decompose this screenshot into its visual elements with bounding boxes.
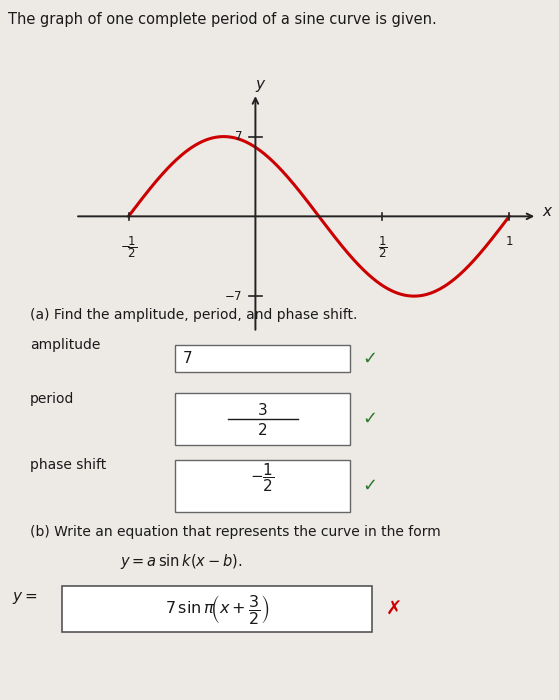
Text: $-\!\dfrac{1}{2}$: $-\!\dfrac{1}{2}$ bbox=[120, 234, 137, 260]
Text: ✗: ✗ bbox=[386, 599, 402, 619]
Text: amplitude: amplitude bbox=[30, 338, 101, 352]
Text: $1$: $1$ bbox=[505, 234, 513, 248]
Text: y: y bbox=[255, 77, 264, 92]
Text: ✓: ✓ bbox=[362, 477, 377, 495]
Text: $7$: $7$ bbox=[234, 130, 243, 143]
Text: 3: 3 bbox=[258, 402, 267, 418]
Text: ✓: ✓ bbox=[362, 349, 377, 368]
Text: phase shift: phase shift bbox=[30, 458, 106, 472]
Text: $y =$: $y =$ bbox=[12, 590, 37, 606]
Text: The graph of one complete period of a sine curve is given.: The graph of one complete period of a si… bbox=[8, 12, 437, 27]
Text: $y = a\,\mathrm{sin}\,k(x - b).$: $y = a\,\mathrm{sin}\,k(x - b).$ bbox=[120, 552, 243, 571]
Text: $-7$: $-7$ bbox=[224, 290, 243, 302]
Text: $\dfrac{1}{2}$: $\dfrac{1}{2}$ bbox=[377, 234, 387, 260]
Bar bbox=[175, 460, 350, 512]
Text: 7: 7 bbox=[183, 351, 193, 366]
Text: ✓: ✓ bbox=[362, 410, 377, 428]
Text: (b) Write an equation that represents the curve in the form: (b) Write an equation that represents th… bbox=[30, 525, 440, 539]
Bar bbox=[175, 345, 350, 372]
Text: 2: 2 bbox=[258, 423, 267, 438]
Bar bbox=[62, 586, 372, 632]
Bar bbox=[175, 393, 350, 445]
Text: $7\,\mathrm{sin}\,\pi\!\left(x+\dfrac{3}{2}\right)$: $7\,\mathrm{sin}\,\pi\!\left(x+\dfrac{3}… bbox=[165, 592, 269, 626]
Text: (a) Find the amplitude, period, and phase shift.: (a) Find the amplitude, period, and phas… bbox=[30, 308, 357, 322]
Text: $-\dfrac{1}{2}$: $-\dfrac{1}{2}$ bbox=[250, 461, 274, 494]
Text: period: period bbox=[30, 392, 74, 406]
Text: x: x bbox=[542, 204, 551, 219]
